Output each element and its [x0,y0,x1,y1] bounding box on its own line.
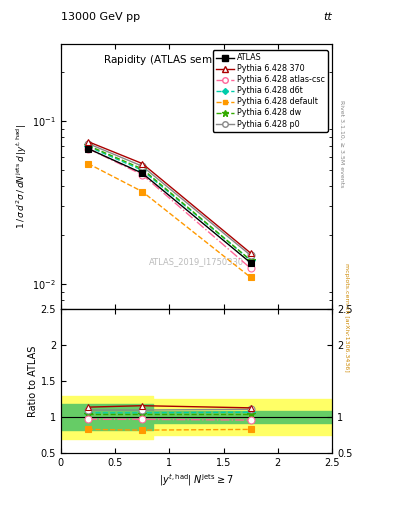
Text: mcplots.cern.ch [arXiv:1306.3436]: mcplots.cern.ch [arXiv:1306.3436] [344,263,349,372]
Y-axis label: $1\,/\,\sigma\,d^2\sigma\,/\,dN^\mathsf{jets}\,d\,|y^{t,\mathsf{had}}|$: $1\,/\,\sigma\,d^2\sigma\,/\,dN^\mathsf{… [15,124,29,229]
Text: tt: tt [323,11,332,22]
Bar [61,399,332,435]
X-axis label: $|y^{t,\mathsf{had}}|\;N^\mathsf{jets}\geq 7$: $|y^{t,\mathsf{had}}|\;N^\mathsf{jets}\g… [159,472,234,488]
Bar [61,412,332,423]
Text: ATLAS_2019_I1750330: ATLAS_2019_I1750330 [149,257,244,266]
Text: Rivet 3.1.10, ≥ 3.5M events: Rivet 3.1.10, ≥ 3.5M events [339,100,344,187]
Text: Rapidity (ATLAS semileptonic t$\bar{\mathsf{t}}$bar): Rapidity (ATLAS semileptonic t$\bar{\mat… [103,52,290,68]
Legend: ATLAS, Pythia 6.428 370, Pythia 6.428 atlas-csc, Pythia 6.428 d6t, Pythia 6.428 : ATLAS, Pythia 6.428 370, Pythia 6.428 at… [213,50,328,132]
Text: 13000 GeV pp: 13000 GeV pp [61,11,140,22]
Y-axis label: Ratio to ATLAS: Ratio to ATLAS [28,346,38,417]
